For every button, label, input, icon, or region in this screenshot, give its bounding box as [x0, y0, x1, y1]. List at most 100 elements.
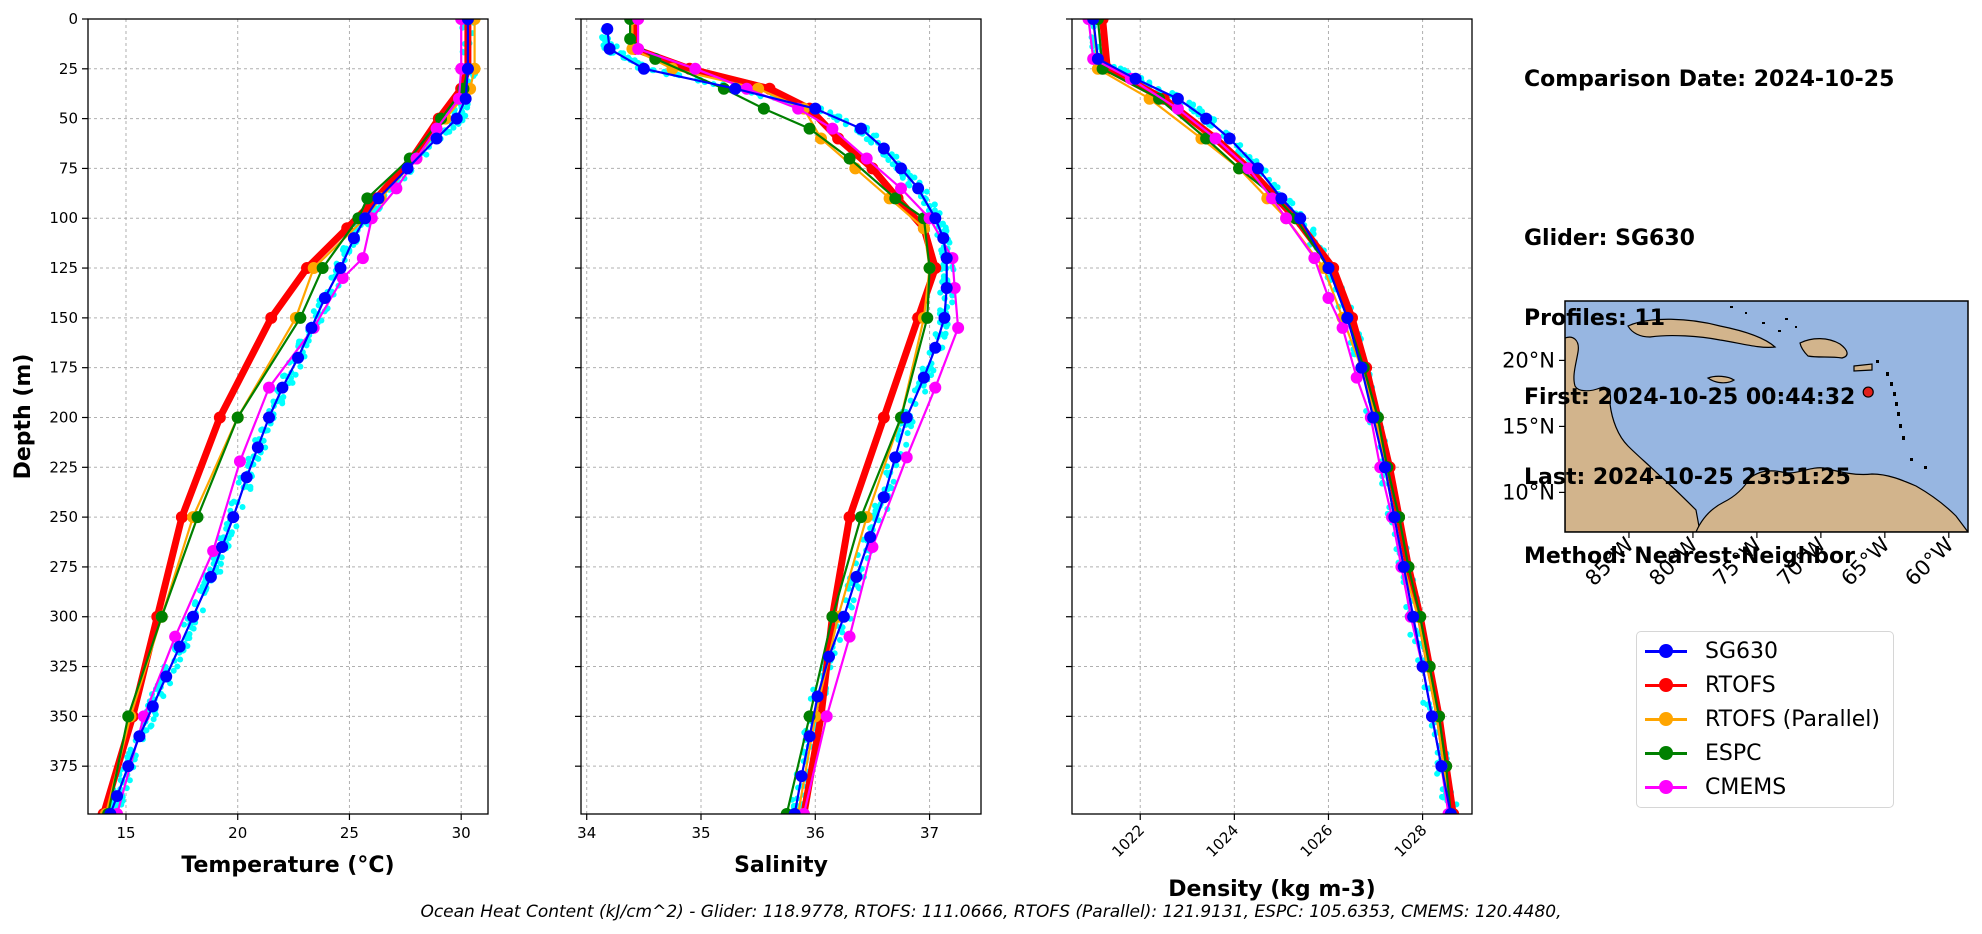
- y-tick-label: 350: [49, 707, 78, 725]
- data-point-sg630: [889, 451, 902, 464]
- y-tick-label: 375: [49, 757, 78, 775]
- glider-scatter-point: [1407, 631, 1414, 638]
- data-point-sg630: [811, 690, 824, 703]
- glider-scatter-point: [855, 584, 862, 591]
- glider-scatter-point: [1262, 167, 1269, 174]
- glider-scatter-point: [297, 363, 304, 370]
- data-point-cmems: [632, 42, 645, 55]
- y-tick-label: 50: [59, 110, 78, 128]
- legend-marker-espc: [1659, 746, 1673, 760]
- glider-scatter-point: [932, 331, 939, 338]
- series-sg630: [104, 19, 474, 814]
- glider-scatter-point: [260, 437, 267, 444]
- legend-marker-rtofs: [1659, 678, 1673, 692]
- series-line-rtofs-parallel: [631, 19, 931, 814]
- data-point-sg630: [1171, 92, 1184, 105]
- legend-marker-rtofs-parallel: [1659, 712, 1673, 726]
- glider-scatter-point: [868, 139, 875, 146]
- series-espc: [102, 19, 474, 814]
- data-point-sg630: [603, 42, 616, 55]
- x-tick-label: 30: [452, 824, 471, 842]
- legend-marker-sg630: [1659, 644, 1673, 658]
- glider-scatter-point: [450, 124, 457, 131]
- glider-scatter-point: [890, 478, 897, 485]
- data-point-sg630: [359, 212, 372, 225]
- legend-item-rtofs: RTOFS: [1637, 670, 1893, 704]
- glider-scatter-point: [127, 746, 134, 753]
- legend-item-sg630: SG630: [1637, 636, 1893, 670]
- glider-scatter-point: [949, 299, 956, 306]
- glider-scatter-point: [199, 607, 206, 614]
- legend-item-espc: ESPC: [1637, 738, 1893, 772]
- glider-scatter-point: [180, 621, 187, 628]
- glider-scatter-point: [186, 630, 193, 637]
- data-point-espc: [294, 311, 307, 324]
- data-point-cmems: [1171, 102, 1184, 115]
- x-tick-label: 1022: [1108, 821, 1148, 861]
- glider-scatter-point: [930, 367, 937, 374]
- glider-scatter-point: [872, 502, 879, 509]
- glider-scatter-point: [264, 427, 271, 434]
- data-point-sg630: [1367, 411, 1380, 424]
- data-point-espc: [1200, 132, 1213, 145]
- glider-scatter-point: [177, 656, 184, 663]
- data-point-sg630: [146, 700, 159, 713]
- data-point-rtofs: [175, 511, 188, 524]
- legend-item-cmems: CMEMS: [1637, 772, 1893, 806]
- data-point-sg630: [187, 610, 200, 623]
- glider-scatter-point: [296, 338, 303, 345]
- data-point-sg630: [372, 192, 385, 205]
- data-point-espc: [1233, 162, 1246, 175]
- glider-scatter-point: [938, 247, 945, 254]
- data-point-sg630: [1407, 610, 1420, 623]
- data-point-cmems: [952, 321, 965, 334]
- data-point-sg630: [940, 252, 953, 265]
- data-point-sg630: [895, 162, 907, 175]
- data-point-cmems: [169, 630, 182, 643]
- data-point-cmems: [866, 541, 879, 554]
- glider-scatter-point: [922, 388, 929, 395]
- x-tick-label: 1028: [1391, 821, 1431, 861]
- data-point-sg630: [1294, 212, 1307, 225]
- data-point-sg630: [803, 730, 816, 743]
- x-tick-label: 15: [116, 824, 135, 842]
- glider-scatter-point: [1199, 108, 1206, 115]
- series-sg630: [601, 22, 953, 814]
- data-point-cmems: [632, 19, 645, 25]
- glider-scatter-point: [310, 308, 317, 315]
- data-point-cmems: [336, 272, 349, 285]
- data-point-espc: [122, 710, 135, 723]
- x-tick-label: 37: [920, 824, 939, 842]
- series-line-espc: [1096, 19, 1452, 814]
- data-point-espc: [231, 411, 244, 424]
- data-point-sg630: [276, 381, 289, 394]
- data-point-sg630: [160, 670, 173, 683]
- x-tick-label: 36: [806, 824, 825, 842]
- glider-scatter-point: [923, 188, 930, 195]
- data-point-cmems: [233, 455, 246, 468]
- data-point-cmems: [900, 451, 913, 464]
- series-sg630: [1087, 19, 1457, 814]
- data-point-espc: [803, 122, 816, 135]
- legend-label-rtofs-parallel: RTOFS (Parallel): [1705, 707, 1880, 732]
- data-point-sg630: [837, 610, 850, 623]
- glider-scatter-point: [235, 479, 242, 486]
- data-point-cmems: [1322, 291, 1335, 304]
- data-point-sg630: [133, 730, 146, 743]
- series-line-cmems: [116, 19, 463, 814]
- glider-scatter-point: [903, 441, 910, 448]
- y-tick-label: 0: [68, 10, 78, 28]
- x-tick-label: 20: [228, 824, 247, 842]
- data-point-cmems: [1280, 212, 1293, 225]
- data-point-sg630: [601, 22, 614, 35]
- data-point-sg630: [347, 232, 360, 245]
- data-point-espc: [155, 610, 168, 623]
- data-point-rtofs-parallel: [307, 262, 320, 275]
- x-tick-label: 34: [577, 824, 596, 842]
- glider-scatter-point: [899, 174, 906, 181]
- y-tick-label: 325: [49, 658, 78, 676]
- data-point-cmems: [1209, 132, 1222, 145]
- info-line-blank: [1524, 147, 1894, 174]
- glider-scatter-point: [184, 642, 191, 649]
- glider-scatter-point: [839, 629, 846, 636]
